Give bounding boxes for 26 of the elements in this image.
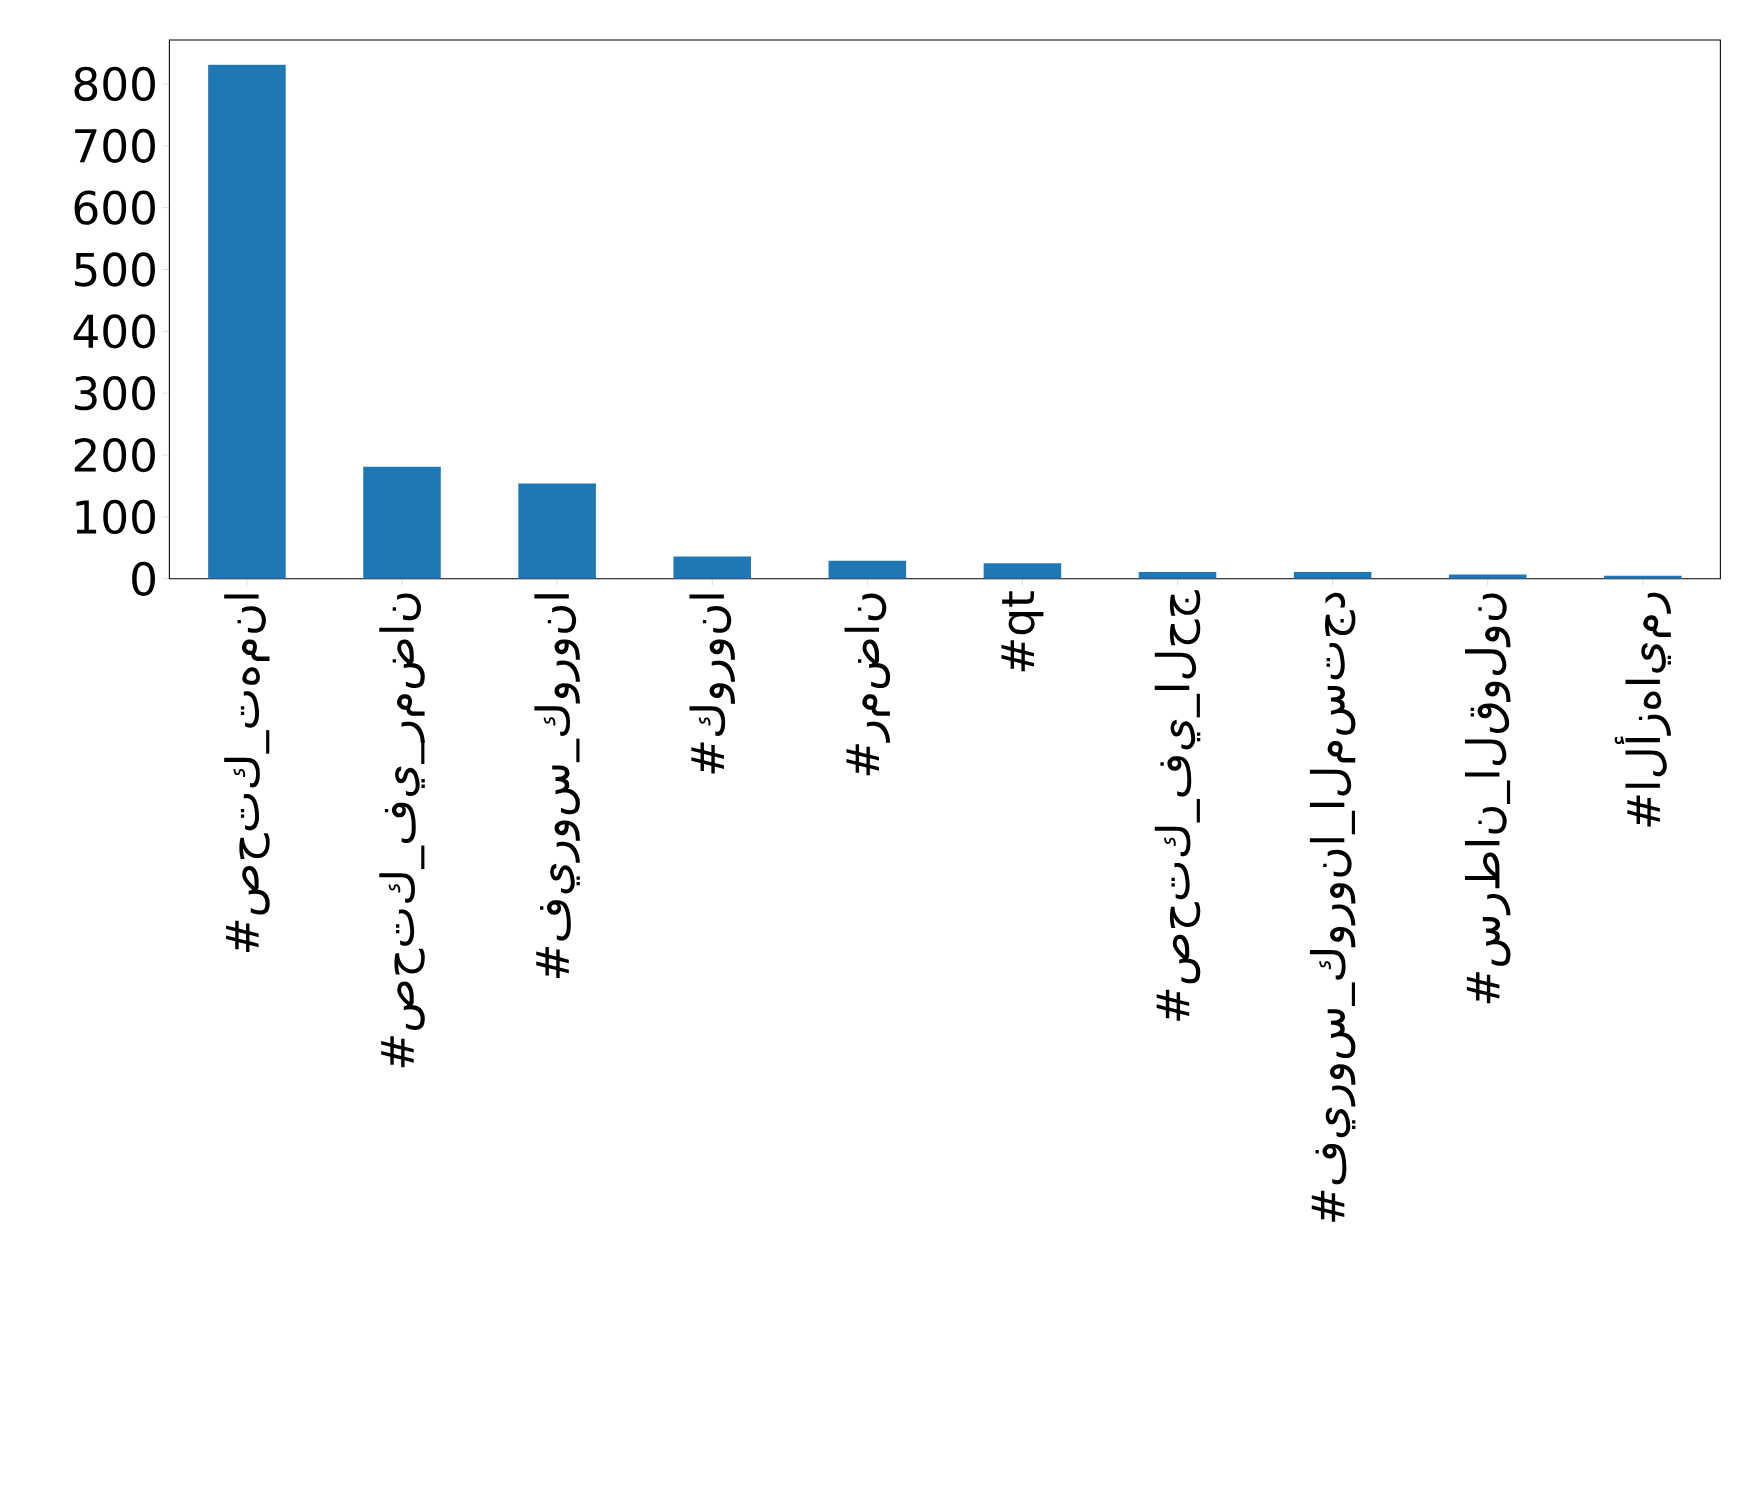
y-tick-label: 600 — [74, 190, 155, 225]
x-tick-label: #كورونا — [689, 594, 735, 774]
bar — [828, 560, 907, 579]
y-tick-label: 300 — [74, 375, 155, 411]
x-tick-label: #صحتك_في_الحج — [1154, 589, 1201, 1021]
x-tick-label: #الأزهايمر — [1614, 592, 1671, 827]
x-tick-label: #صحتك_تهمنا — [224, 594, 270, 952]
y-tick-label: 200 — [74, 437, 155, 473]
x-tick-label: #صحتك_في_رمضان — [379, 593, 425, 1068]
y-tick-label: 400 — [73, 314, 155, 349]
y-tick-label: 0 — [132, 561, 155, 596]
bar — [208, 64, 286, 579]
bar — [673, 556, 751, 579]
x-tick-label: #رمضان — [844, 593, 891, 776]
x-tick-label: #فيروس_كورونا — [534, 594, 580, 978]
bar — [983, 563, 1062, 579]
bar — [1448, 574, 1527, 579]
y-tick-label: 700 — [75, 128, 155, 163]
y-tick-label: 500 — [74, 252, 155, 287]
x-tick-label: #سرطان_القولون — [1464, 593, 1511, 1004]
bar — [363, 466, 441, 579]
y-tick-label: 800 — [74, 66, 155, 101]
bar — [518, 483, 596, 579]
x-tick-label: #فيروس_كورونا_المستجد — [1309, 592, 1356, 1222]
y-tick-label: 100 — [76, 499, 155, 534]
x-tick-label: #qt — [1001, 591, 1044, 672]
